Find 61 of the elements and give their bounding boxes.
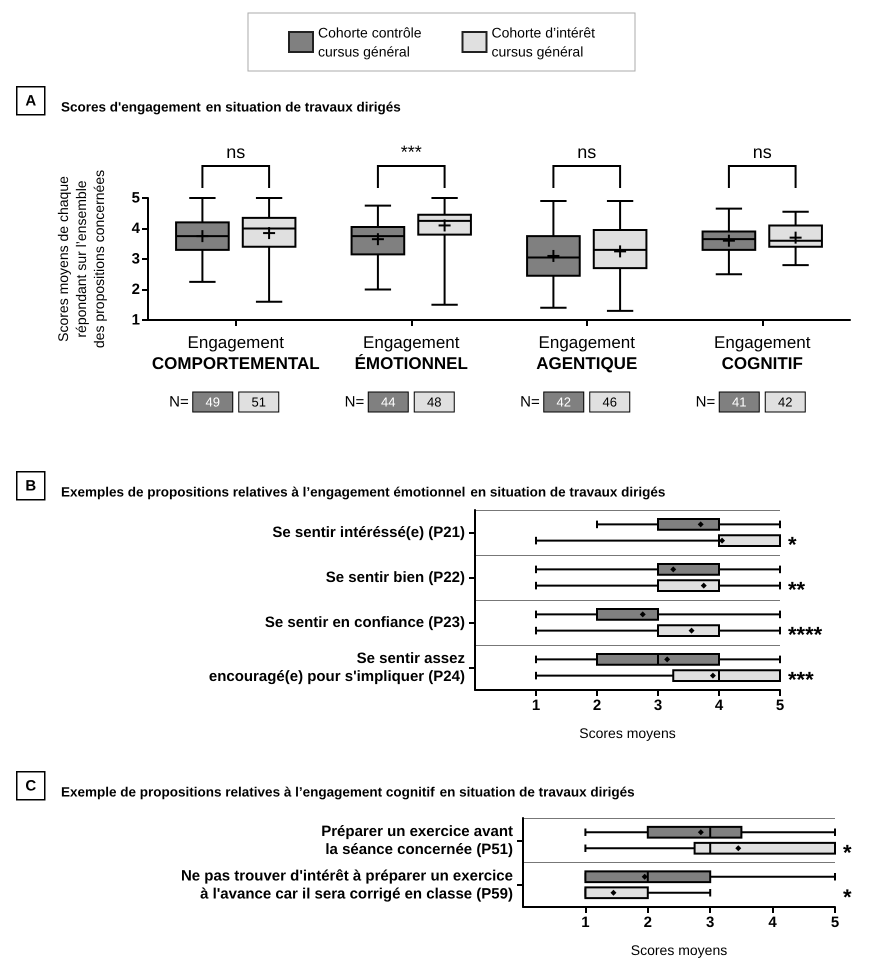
text: N= <box>696 394 716 410</box>
text: *** <box>400 142 422 162</box>
y-tick-label: 4 <box>132 220 141 237</box>
chart-subtitle: en situation de travaux dirigés <box>470 484 666 500</box>
x-tick-label: 3 <box>706 914 714 931</box>
text: * <box>843 884 852 910</box>
text: 44 <box>381 394 396 410</box>
text: ** <box>788 577 806 602</box>
chart-subtitle: en situation de travaux dirigés <box>440 784 635 800</box>
text: ns <box>577 142 596 162</box>
x-tick-label: 2 <box>644 914 652 931</box>
text: ns <box>226 142 246 162</box>
text: 48 <box>427 394 442 410</box>
x-axis-title: Scores moyens <box>630 942 728 958</box>
x-tick-label: 4 <box>768 914 778 931</box>
text: C <box>25 777 36 794</box>
chart-subtitle: en situation de travaux dirigés <box>206 100 401 114</box>
y-tick-label: 5 <box>132 190 140 206</box>
text: B <box>25 477 36 494</box>
x-axis-title: Scores moyens <box>579 725 676 741</box>
x-tick-label: 3 <box>654 697 662 714</box>
x-tick-label: 1 <box>532 697 540 714</box>
text: * <box>788 532 797 558</box>
x-tick-label: 1 <box>581 914 590 931</box>
text: Exemple de propositions relatives à l’engagement cognitif <box>61 784 436 800</box>
text: Exemples de propositions relatives à l’engagement émotionnel <box>61 484 466 500</box>
x-tick-label: Engagement COGNITIF <box>714 333 811 373</box>
x-tick-label: 4 <box>714 697 724 714</box>
x-tick-label: 5 <box>830 914 840 931</box>
text: 42 <box>778 394 792 410</box>
y-axis-title: Scores moyens de chaque répondant sur l’ensemble des propositions concernées <box>55 170 107 348</box>
y-tick-label: Ne pas trouver d'intérêt à préparer un exercice à l'avance car il sera corrigé en classe (P59) <box>180 867 513 902</box>
text: 51 <box>252 394 266 410</box>
y-tick-label: Se sentir assez encouragé(e) pour s'impliquer (P24) <box>208 650 465 685</box>
x-tick-label: Engagement COMPORTEMENTAL <box>152 333 320 373</box>
text: A <box>25 92 36 110</box>
y-tick-label: 3 <box>132 250 140 268</box>
text: *** <box>788 667 814 692</box>
chart-title: Scores d'engagement <box>61 100 202 114</box>
text: 42 <box>556 394 571 410</box>
y-tick-label: 1 <box>132 312 140 328</box>
x-tick-label: Engagement AGENTIQUE <box>536 333 638 373</box>
text: N= <box>169 394 189 410</box>
x-tick-label: Engagement ÉMOTIONNEL <box>354 333 468 373</box>
text: N= <box>520 394 540 410</box>
text: N= <box>344 394 364 410</box>
legend-label: Cohorte contrôle cursus général <box>318 24 422 60</box>
text: 41 <box>732 394 746 410</box>
x-tick-label: 2 <box>592 697 602 714</box>
text: 49 <box>206 394 220 410</box>
text: 46 <box>602 394 617 410</box>
text: * <box>843 840 852 865</box>
y-tick-label: Se sentir en confiance (P23) <box>264 614 465 631</box>
text: ns <box>752 142 772 162</box>
legend-label: Cohorte d’intérêt cursus général <box>492 24 596 60</box>
text: **** <box>788 622 823 648</box>
y-tick-label: 2 <box>132 281 140 298</box>
x-tick-label: 5 <box>776 697 784 714</box>
y-tick-label: Se sentir bien (P22) <box>326 569 465 586</box>
y-tick-label: Préparer un exercice avant la séance concernée (P51) <box>321 822 513 858</box>
y-tick-label: Se sentir intéréssé(e) (P21) <box>272 524 465 541</box>
